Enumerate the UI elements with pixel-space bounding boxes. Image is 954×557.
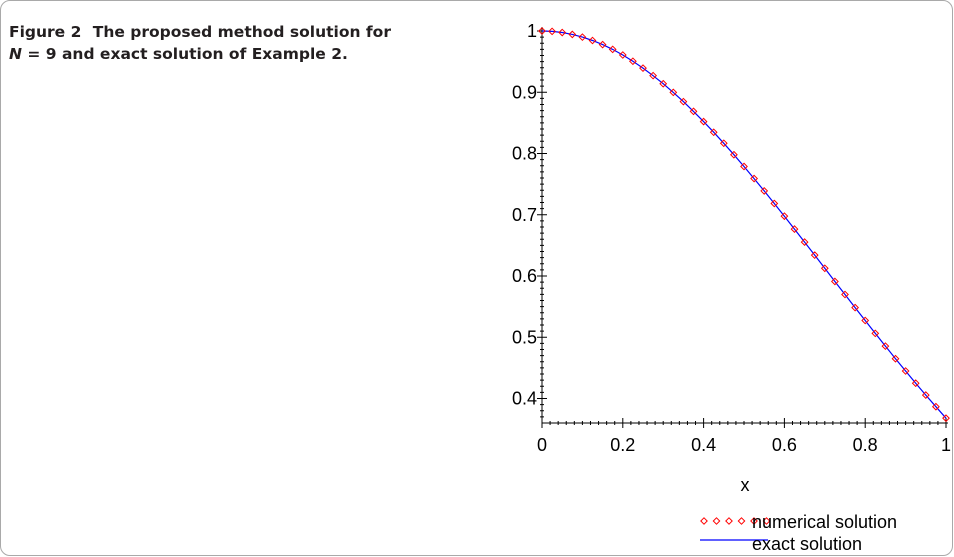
figure-caption: Figure 2 The proposed method solution fo… <box>9 21 449 65</box>
data-point <box>639 64 647 73</box>
data-point <box>830 277 839 286</box>
y-tick-label: 0.9 <box>512 82 537 102</box>
y-tick-label: 0.4 <box>512 389 537 409</box>
data-point <box>588 36 597 45</box>
data-point <box>699 117 708 126</box>
data-point <box>820 264 829 273</box>
data-point <box>770 199 779 208</box>
legend-marker-numerical <box>737 517 746 525</box>
data-point <box>901 367 910 375</box>
data-point <box>709 128 718 137</box>
x-axis-label: x <box>741 475 750 495</box>
data-point <box>851 303 860 312</box>
caption-variable: N <box>9 45 22 63</box>
data-point <box>881 342 890 351</box>
data-point <box>719 139 728 148</box>
data-point <box>891 354 900 363</box>
caption-text-2: = 9 and exact solution of Example 2. <box>21 45 348 63</box>
legend-label-numerical: numerical solution <box>752 512 897 532</box>
legend-marker-numerical <box>762 517 771 525</box>
data-point <box>790 225 799 233</box>
series-line-exact-solution <box>541 30 947 419</box>
data-point <box>800 238 809 246</box>
x-tick-label: 0 <box>537 435 547 455</box>
figure-label: Figure 2 <box>9 23 82 41</box>
data-point <box>760 187 769 195</box>
x-tick-label: 1 <box>941 435 951 455</box>
data-point <box>750 174 759 183</box>
legend-marker-numerical <box>750 517 758 525</box>
data-point <box>931 402 940 411</box>
data-point <box>628 57 637 66</box>
data-point <box>548 27 557 36</box>
legend-marker-numerical <box>712 517 721 525</box>
data-point <box>942 414 950 423</box>
y-tick-label: 1 <box>527 21 537 41</box>
data-point <box>810 251 819 260</box>
data-point <box>618 51 627 59</box>
x-tick-label: 0.4 <box>691 435 716 455</box>
data-point <box>729 150 738 159</box>
data-point <box>921 391 930 399</box>
data-point <box>841 290 849 299</box>
data-point <box>689 107 698 116</box>
x-tick-label: 0.6 <box>772 435 797 455</box>
caption-text-1: The proposed method solution for <box>92 23 391 41</box>
data-point <box>679 97 688 106</box>
data-point <box>568 30 577 39</box>
data-point <box>669 88 678 97</box>
legend-label-exact: exact solution <box>752 534 862 554</box>
x-tick-label: 0.2 <box>610 435 635 455</box>
series-layer <box>538 27 950 423</box>
y-tick-label: 0.7 <box>512 205 537 225</box>
data-point <box>558 28 567 37</box>
axes <box>541 27 948 424</box>
data-point <box>538 27 546 35</box>
data-point <box>578 33 587 42</box>
data-point <box>740 162 748 171</box>
ticks <box>537 30 947 428</box>
data-point <box>649 71 658 80</box>
data-point <box>598 40 607 49</box>
data-point <box>911 379 920 388</box>
legend-marker-numerical <box>700 517 708 525</box>
data-point <box>608 45 617 54</box>
data-point <box>780 212 789 221</box>
legend-marker-numerical <box>725 517 733 525</box>
data-point <box>659 79 668 88</box>
y-tick-label: 0.6 <box>512 266 537 286</box>
data-point <box>871 329 880 338</box>
x-tick-label: 0.8 <box>853 435 878 455</box>
y-tick-label: 0.8 <box>512 144 537 164</box>
tick-labels: 0.4 0.5 0.6 0.7 0.8 0.9 1 0 0.2 0.4 0.6 0.8 1 <box>512 21 951 455</box>
y-tick-label: 0.5 <box>512 327 537 347</box>
data-point <box>861 316 870 325</box>
